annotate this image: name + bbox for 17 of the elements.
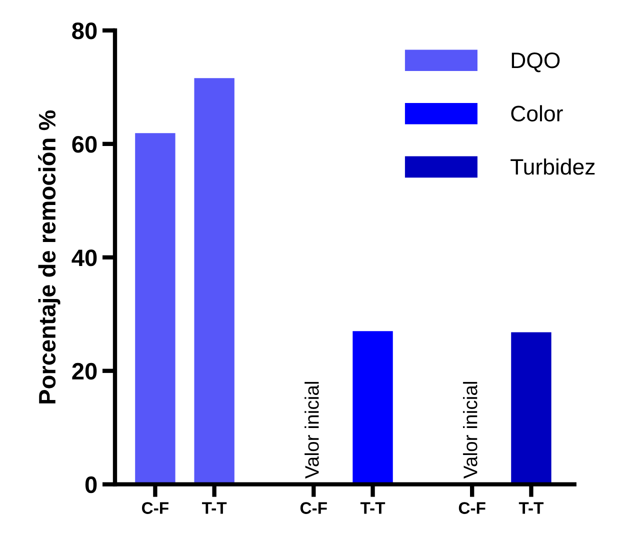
x-tick-label: C-F: [458, 502, 486, 514]
x-tick-label: T-T: [518, 502, 544, 514]
y-tick-label: 40: [72, 249, 97, 266]
y-tick-label: 0: [85, 476, 97, 494]
legend-label: Color: [511, 105, 563, 122]
x-tick-label: T-T: [360, 502, 386, 514]
data-label: Valor inicial: [304, 382, 319, 479]
legend-label: DQO: [512, 52, 560, 72]
x-tick-label: T-T: [202, 502, 227, 514]
x-tick-label: C-F: [142, 502, 168, 514]
y-tick-label: 60: [72, 136, 97, 153]
y-axis-title: Porcentaje de remoción %: [38, 110, 60, 404]
x-tick-label: C-F: [300, 502, 327, 514]
y-tick-label: 80: [72, 22, 97, 40]
data-label: Valor inicial: [463, 382, 478, 479]
y-tick-label: 20: [72, 362, 97, 380]
legend-label: Turbidez: [510, 158, 595, 175]
